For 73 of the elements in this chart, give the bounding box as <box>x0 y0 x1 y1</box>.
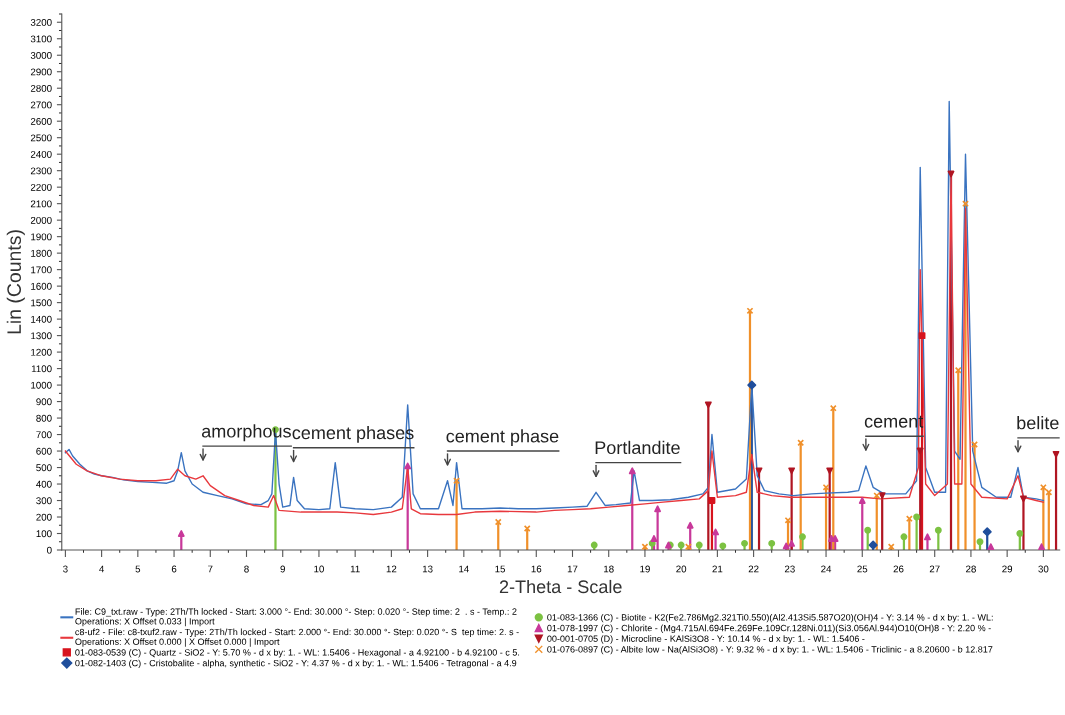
y-axis-title: Lin (Counts) <box>6 230 25 334</box>
y-tick-label: 3100 <box>30 35 52 43</box>
y-tick-label: 2700 <box>30 101 52 109</box>
x-tick-label: 7 <box>208 565 213 573</box>
x-tick-label: 12 <box>386 565 397 573</box>
x-tick-label: 22 <box>748 565 759 573</box>
legend-label: c8-uf2 - File: c8-txuf2.raw - Type: 2Th/Th locked - Start: 2.000 °- End: 30.000 °- Step: 0.020 °- S tep time: 2. s - Operations: X Offset 0.000 | X Offset 0.000 | Import <box>75 628 519 647</box>
y-tick-label: 2100 <box>30 200 52 208</box>
x-tick-label: 30 <box>1038 565 1049 573</box>
x-tick-label: 10 <box>314 565 324 573</box>
y-tick-label: 2300 <box>30 167 52 175</box>
x-tick-label: 23 <box>784 565 795 573</box>
legend-label: 01-083-1366 (C) - Biotite - K2(Fe2.786Mg2.321Ti0.550)(Al2.413Si5.587O20)(OH)4 - Y: 3.14 % - d x by: 1. - WL: <box>547 613 993 623</box>
x-tick-label: 16 <box>531 565 542 573</box>
x-tick-label: 9 <box>280 565 285 573</box>
x-tick-label: 17 <box>567 565 578 573</box>
y-tick-label: 600 <box>36 447 52 455</box>
y-tick-label: 1600 <box>31 282 52 290</box>
x-tick-label: 29 <box>1002 565 1013 573</box>
annotation: cement phase <box>446 429 559 447</box>
y-tick-label: 0 <box>47 546 52 554</box>
y-tick-label: 3200 <box>30 18 52 26</box>
y-tick-label: 1800 <box>31 249 52 257</box>
y-tick-label: 900 <box>36 398 52 406</box>
x-tick-label: 18 <box>604 565 614 573</box>
y-tick-label: 2000 <box>30 216 52 224</box>
y-tick-label: 1200 <box>31 348 52 356</box>
y-tick-label: 2600 <box>30 117 52 125</box>
y-tick-label: 1300 <box>31 332 52 340</box>
legend-label: 01-076-0897 (C) - Albite low - Na(AlSi3O8) - Y: 9.32 % - d x by: 1. - WL: 1.5406 - Triclinic - a 8.20600 - b 12.817 <box>547 645 993 655</box>
x-tick-label: 15 <box>495 565 506 573</box>
x-tick-label: 25 <box>857 565 868 573</box>
x-axis-title: 2-Theta - Scale <box>499 579 622 594</box>
y-tick-label: 700 <box>36 431 52 439</box>
y-tick-label: 1400 <box>31 315 52 323</box>
y-tick-label: 400 <box>36 480 52 488</box>
x-tick-label: 26 <box>893 565 904 573</box>
y-tick-label: 2200 <box>30 183 52 191</box>
y-tick-label: 800 <box>36 414 52 422</box>
x-tick-label: 21 <box>712 565 723 573</box>
x-tick-label: 27 <box>929 565 940 573</box>
y-tick-label: 2500 <box>30 134 52 142</box>
x-tick-label: 6 <box>171 565 177 573</box>
y-tick-label: 500 <box>36 464 52 472</box>
x-tick-label: 8 <box>244 565 249 573</box>
x-tick-label: 4 <box>99 565 105 573</box>
annotation: belite <box>1017 416 1059 430</box>
legend-label: 01-078-1997 (C) - Chlorite - (Mg4.715Al.694Fe.269Fe.109Cr.128Ni.011)(Si3.056Al.944)O10(OH)8 - Y: 2.20 % - <box>547 624 991 634</box>
y-tick-label: 1700 <box>31 266 52 274</box>
x-tick-label: 3 <box>63 565 68 573</box>
x-tick-label: 5 <box>135 565 141 573</box>
x-tick-label: 19 <box>640 565 650 573</box>
y-tick-label: 1000 <box>31 381 52 389</box>
y-tick-label: 100 <box>36 530 52 538</box>
y-tick-label: 1900 <box>31 233 52 241</box>
x-tick-label: 14 <box>459 565 469 573</box>
y-tick-label: 3000 <box>30 51 52 59</box>
y-tick-label: 2400 <box>30 150 52 158</box>
y-tick-label: 2900 <box>30 68 52 76</box>
x-tick-label: 11 <box>350 565 360 573</box>
x-tick-label: 20 <box>676 565 687 573</box>
legend-label: 01-083-0539 (C) - Quartz - SiO2 - Y: 5.70 % - d x by: 1. - WL: 1.5406 - Hexagonal - a 4.92100 - b 4.92100 - c 5. <box>75 649 520 658</box>
legend-label: 01-082-1403 (C) - Cristobalite - alpha, synthetic - SiO2 - Y: 4.37 % - d x by: 1. - WL: 1.5406 - Tetragonal - a 4.9 <box>75 659 517 669</box>
x-tick-label: 28 <box>966 565 976 573</box>
y-tick-label: 300 <box>36 497 52 505</box>
annotation: Portlandite <box>595 440 680 455</box>
y-tick-label: 2800 <box>30 84 52 92</box>
x-tick-label: 24 <box>821 565 832 573</box>
y-tick-label: 1500 <box>31 299 52 307</box>
y-tick-label: 1100 <box>31 365 52 373</box>
y-tick-label: 200 <box>36 513 52 521</box>
x-tick-label: 13 <box>422 565 433 573</box>
legend-label: 00-001-0705 (D) - Microcline - KAlSi3O8 - Y: 10.14 % - d x by: 1. - WL: 1.5406 - <box>547 635 865 644</box>
